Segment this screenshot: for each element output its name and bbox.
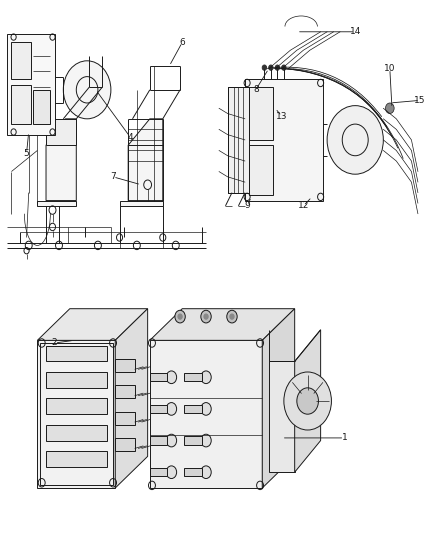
Circle shape	[269, 65, 273, 70]
Polygon shape	[46, 119, 76, 145]
Bar	[184, 468, 202, 477]
Bar	[46, 345, 106, 361]
Bar	[184, 373, 202, 382]
Polygon shape	[295, 330, 321, 472]
Text: 7: 7	[110, 172, 116, 181]
Circle shape	[275, 409, 284, 419]
Polygon shape	[46, 119, 76, 200]
Bar	[184, 437, 202, 445]
Polygon shape	[115, 309, 148, 488]
Bar	[150, 373, 167, 382]
Text: 4: 4	[127, 133, 133, 142]
Bar	[11, 85, 31, 124]
Polygon shape	[37, 309, 148, 341]
Circle shape	[64, 61, 111, 119]
Polygon shape	[150, 309, 295, 341]
Bar	[46, 398, 106, 414]
Bar	[46, 451, 106, 467]
Circle shape	[201, 434, 211, 447]
Bar	[150, 437, 167, 445]
Bar	[150, 405, 167, 413]
Circle shape	[284, 372, 332, 430]
Bar	[249, 87, 273, 140]
Circle shape	[275, 65, 279, 70]
Circle shape	[227, 310, 237, 323]
Polygon shape	[150, 341, 262, 488]
Text: 13: 13	[276, 112, 287, 120]
Polygon shape	[269, 361, 295, 472]
Polygon shape	[245, 79, 323, 200]
Bar	[184, 405, 202, 413]
Circle shape	[201, 310, 211, 323]
Bar	[249, 145, 273, 195]
Circle shape	[166, 466, 177, 479]
Circle shape	[201, 466, 211, 479]
Circle shape	[385, 103, 394, 114]
Text: 10: 10	[384, 64, 396, 73]
Bar	[46, 425, 106, 441]
Bar	[115, 438, 134, 451]
Bar	[39, 343, 113, 486]
Bar	[115, 385, 134, 398]
Text: 12: 12	[298, 201, 309, 211]
Text: 1: 1	[342, 433, 347, 442]
Circle shape	[166, 434, 177, 447]
Circle shape	[175, 310, 185, 323]
Circle shape	[178, 314, 182, 319]
Text: 15: 15	[414, 96, 426, 105]
Text: 9: 9	[244, 201, 250, 211]
Bar	[11, 42, 31, 79]
Bar	[115, 411, 134, 425]
Polygon shape	[37, 341, 115, 488]
Circle shape	[282, 65, 286, 70]
Polygon shape	[37, 200, 76, 206]
Polygon shape	[128, 119, 163, 200]
Circle shape	[230, 314, 234, 319]
Bar	[150, 468, 167, 477]
Circle shape	[201, 402, 211, 415]
Circle shape	[327, 106, 383, 174]
Circle shape	[297, 388, 318, 414]
Text: 2: 2	[52, 338, 57, 348]
Circle shape	[201, 371, 211, 384]
Polygon shape	[228, 87, 249, 192]
Text: 6: 6	[180, 38, 185, 47]
Circle shape	[166, 402, 177, 415]
Polygon shape	[7, 35, 55, 135]
Bar	[46, 372, 106, 388]
Circle shape	[204, 314, 208, 319]
Bar	[33, 90, 50, 124]
Circle shape	[166, 371, 177, 384]
Polygon shape	[120, 200, 163, 206]
Polygon shape	[262, 309, 295, 488]
Text: 8: 8	[253, 85, 258, 94]
Circle shape	[275, 451, 284, 462]
Circle shape	[262, 65, 267, 70]
Text: 14: 14	[350, 27, 361, 36]
Bar	[115, 359, 134, 372]
Text: 5: 5	[24, 149, 29, 158]
